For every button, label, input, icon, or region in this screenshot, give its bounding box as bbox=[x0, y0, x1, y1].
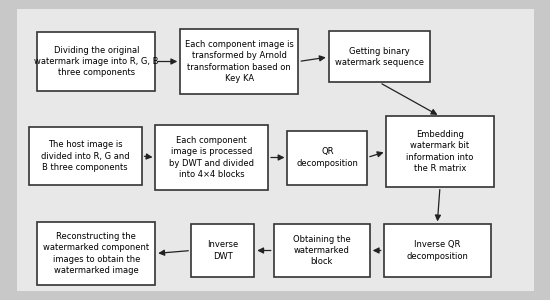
FancyBboxPatch shape bbox=[328, 32, 430, 83]
FancyBboxPatch shape bbox=[29, 127, 142, 185]
FancyBboxPatch shape bbox=[37, 32, 155, 91]
Text: Inverse
DWT: Inverse DWT bbox=[207, 240, 238, 261]
FancyBboxPatch shape bbox=[16, 9, 534, 291]
Text: QR
decomposition: QR decomposition bbox=[296, 147, 358, 168]
FancyBboxPatch shape bbox=[191, 224, 254, 277]
Text: Reconstructing the
watermarked component
images to obtain the
watermarked image: Reconstructing the watermarked component… bbox=[43, 232, 149, 275]
Text: Obtaining the
watermarked
block: Obtaining the watermarked block bbox=[293, 235, 351, 266]
FancyBboxPatch shape bbox=[180, 28, 298, 94]
FancyBboxPatch shape bbox=[386, 116, 494, 187]
Text: Each component image is
transformed by Arnold
transformation based on
Key KA: Each component image is transformed by A… bbox=[185, 40, 294, 83]
Text: Getting binary
watermark sequence: Getting binary watermark sequence bbox=[335, 47, 424, 67]
Text: Inverse QR
decomposition: Inverse QR decomposition bbox=[406, 240, 468, 261]
Text: Dividing the original
watermark image into R, G, B
three components: Dividing the original watermark image in… bbox=[34, 46, 158, 77]
FancyBboxPatch shape bbox=[287, 130, 367, 184]
FancyBboxPatch shape bbox=[156, 125, 268, 190]
Text: The host image is
divided into R, G and
B three components: The host image is divided into R, G and … bbox=[41, 140, 130, 172]
FancyBboxPatch shape bbox=[37, 222, 155, 285]
FancyBboxPatch shape bbox=[273, 224, 370, 277]
Text: Embedding
watermark bit
information into
the R matrix: Embedding watermark bit information into… bbox=[406, 130, 474, 173]
FancyBboxPatch shape bbox=[384, 224, 491, 277]
Text: Each component
image is processed
by DWT and divided
into 4×4 blocks: Each component image is processed by DWT… bbox=[169, 136, 254, 179]
